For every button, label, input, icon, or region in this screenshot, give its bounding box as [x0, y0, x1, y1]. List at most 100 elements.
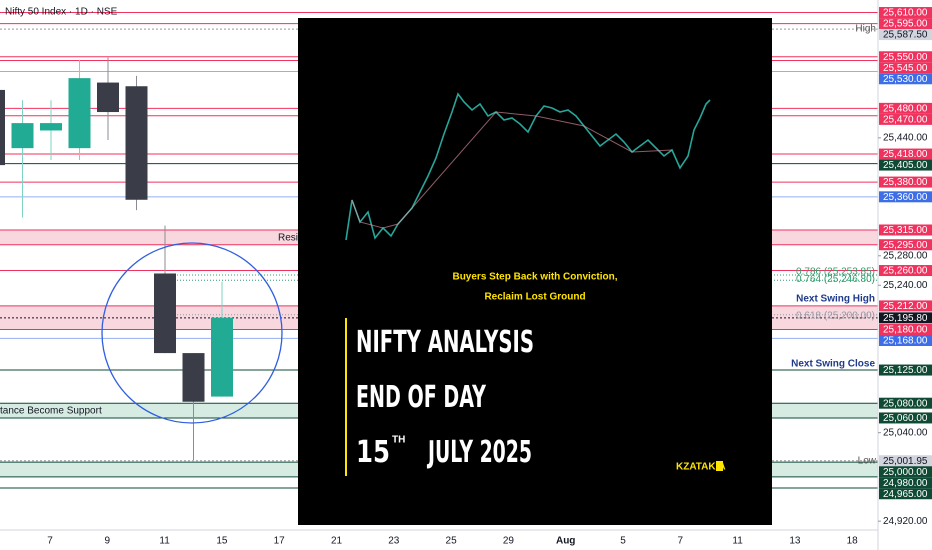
x-tick-label: 17 — [274, 536, 286, 547]
overlay-date-rest: JULY 2025 — [427, 435, 532, 470]
candle-body — [11, 123, 34, 149]
support-label: tance Become Support — [0, 406, 102, 417]
candle-body — [182, 353, 205, 402]
level-badge — [879, 224, 932, 236]
level-badge — [879, 397, 932, 409]
level-badge — [879, 29, 932, 41]
x-tick-label: 11 — [159, 536, 170, 547]
overlay-background — [298, 18, 772, 525]
x-tick-label: 21 — [331, 536, 343, 547]
level-label: 25,260.00 — [883, 266, 928, 277]
level-badge — [879, 239, 932, 251]
level-badge — [879, 455, 932, 467]
level-label: 24,980.00 — [883, 478, 928, 489]
level-badge — [879, 412, 932, 424]
level-badge — [879, 312, 932, 324]
x-tick-label: 23 — [388, 536, 400, 547]
header-title: Nifty 50 Index · 1D · NSE — [5, 7, 118, 18]
overlay-title-2: END OF DAY — [356, 380, 487, 415]
level-badge — [879, 159, 932, 171]
next-swing-high: Next Swing High — [796, 294, 875, 305]
level-badge — [879, 7, 932, 19]
candle-body — [68, 78, 91, 149]
level-badge — [879, 18, 932, 30]
overlay-title-1: NIFTY ANALYSIS — [356, 325, 534, 360]
x-tick-label: 18 — [847, 536, 859, 547]
level-label: 25,080.00 — [883, 398, 928, 409]
level-label: 25,360.00 — [883, 192, 928, 203]
x-tick-label: 11 — [732, 536, 743, 547]
level-label: 25,000.00 — [883, 467, 928, 478]
high-label: High — [855, 24, 876, 35]
overlay-subtitle-1: Buyers Step Back with Conviction, — [452, 272, 617, 283]
x-tick-label: 7 — [678, 536, 684, 547]
level-badge — [879, 62, 932, 74]
x-tick-label: 7 — [47, 536, 53, 547]
y-tick-label: 25,440.00 — [883, 132, 928, 143]
x-tick-label: 9 — [105, 536, 111, 547]
fib-label: 0.618 (25,200.00) — [796, 310, 875, 321]
level-label: 25,212.00 — [883, 301, 928, 312]
level-label: 25,295.00 — [883, 240, 928, 251]
overlay-date-day: 15 — [356, 435, 390, 470]
level-badge — [879, 300, 932, 312]
y-tick-label: 24,920.00 — [883, 516, 928, 527]
level-badge — [879, 477, 932, 489]
y-tick-label: 25,040.00 — [883, 427, 928, 438]
level-label: 25,168.00 — [883, 336, 928, 347]
overlay-subtitle-2: Reclaim Lost Ground — [484, 292, 585, 303]
level-badge — [879, 323, 932, 335]
level-label: 25,530.00 — [883, 74, 928, 85]
level-label: 25,470.00 — [883, 114, 928, 125]
level-label: 25,595.00 — [883, 19, 928, 30]
level-label: 25,195.80 — [883, 313, 928, 324]
level-badge — [879, 364, 932, 376]
level-badge — [879, 334, 932, 346]
x-tick-label: 29 — [503, 536, 515, 547]
level-badge — [879, 488, 932, 500]
level-label: 25,587.50 — [883, 30, 928, 41]
candle-body — [40, 123, 62, 131]
level-label: 25,545.00 — [883, 63, 928, 74]
level-label: 25,418.00 — [883, 149, 928, 160]
level-badge — [879, 102, 932, 114]
y-tick-label: 25,240.00 — [883, 280, 928, 291]
overlay-brand: KZATAKIA — [676, 462, 726, 473]
level-badge — [879, 148, 932, 160]
brand-icon — [716, 461, 723, 471]
candle-body — [125, 86, 148, 200]
level-badge — [879, 466, 932, 478]
level-badge — [879, 51, 932, 63]
level-badge — [879, 265, 932, 277]
level-badge — [879, 113, 932, 125]
level-label: 24,965.00 — [883, 489, 928, 500]
level-label: 25,405.00 — [883, 160, 928, 171]
candle-body — [154, 273, 176, 354]
y-tick-label: 25,280.00 — [883, 250, 928, 261]
level-label: 25,315.00 — [883, 225, 928, 236]
level-badge — [879, 73, 932, 85]
level-badge — [879, 176, 932, 188]
fib-label: 0.764 (25,246.80) — [796, 274, 875, 285]
x-tick-label: 15 — [216, 536, 228, 547]
x-tick-label: 13 — [789, 536, 801, 547]
level-label: 25,380.00 — [883, 177, 928, 188]
level-badge — [879, 191, 932, 203]
x-tick-label: Aug — [556, 536, 575, 547]
x-tick-label: 25 — [446, 536, 458, 547]
level-label: 25,550.00 — [883, 52, 928, 63]
level-label: 25,480.00 — [883, 103, 928, 114]
level-label: 25,060.00 — [883, 413, 928, 424]
level-label: 25,001.95 — [883, 456, 928, 467]
x-tick-label: 5 — [620, 536, 626, 547]
mini-chart-detail — [351, 111, 673, 229]
candle-body — [97, 82, 119, 113]
level-label: 25,125.00 — [883, 365, 928, 376]
overlay-date-suffix: TH — [392, 435, 405, 446]
overlay-card: Buyers Step Back with Conviction, Reclai… — [298, 18, 772, 525]
next-swing-close: Next Swing Close — [791, 359, 875, 370]
level-label: 25,180.00 — [883, 325, 928, 336]
